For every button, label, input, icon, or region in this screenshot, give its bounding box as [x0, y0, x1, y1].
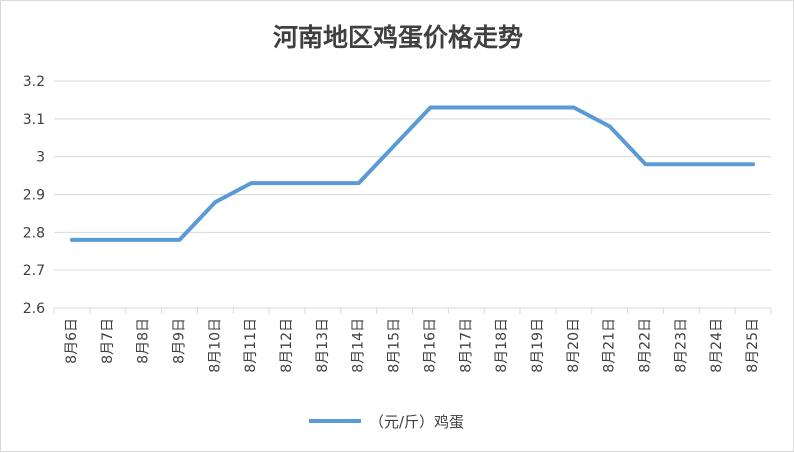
x-tick-label: 8月10日	[207, 318, 223, 373]
gridlines	[54, 80, 771, 309]
series-lines	[69, 105, 756, 242]
x-tick-label: 8月6日	[64, 318, 80, 364]
x-tick-label: 8月20日	[566, 318, 582, 373]
x-tick-label: 8月11日	[243, 318, 259, 373]
y-tick-label: 2.7	[23, 263, 45, 279]
x-tick-label: 8月12日	[279, 318, 295, 373]
x-axis: 8月6日 8月7日 8月8日 8月9日 8月10日 8月11日 8月12日 8月13日 8月14…	[53, 308, 772, 373]
x-tick-label: 8月8日	[136, 318, 152, 364]
chart-title: 河南地区鸡蛋价格走势	[273, 23, 523, 52]
y-tick-label: 2.8	[23, 225, 45, 241]
x-tick-label: 8月15日	[387, 318, 403, 373]
legend: （元/斤）鸡蛋	[309, 413, 464, 431]
legend-label: （元/斤）鸡蛋	[369, 413, 464, 431]
y-tick-label: 2.9	[23, 188, 45, 204]
series-line	[69, 105, 756, 242]
x-tick-label: 8月13日	[315, 318, 331, 373]
x-tick-label: 8月17日	[458, 318, 474, 373]
y-tick-label: 3.1	[23, 112, 45, 128]
x-tick-label: 8月23日	[673, 318, 689, 373]
y-tick-label: 3	[36, 150, 45, 166]
x-tick-label: 8月16日	[422, 318, 438, 373]
x-tick-label: 8月24日	[709, 318, 725, 373]
y-tick-label: 3.2	[23, 74, 45, 90]
x-tick-label: 8月9日	[171, 318, 187, 364]
x-tick-label: 8月7日	[100, 318, 116, 364]
y-tick-label: 2.6	[23, 301, 45, 317]
x-tick-label: 8月19日	[530, 318, 546, 373]
y-axis-tick-labels: 2.6 2.7 2.8 2.9 3 3.1 3.2	[23, 74, 45, 317]
x-tick-label: 8月25日	[745, 318, 761, 373]
x-tick-label: 8月22日	[638, 318, 654, 373]
x-tick-label: 8月21日	[602, 318, 618, 373]
x-tick-label: 8月18日	[494, 318, 510, 373]
x-tick-label: 8月14日	[351, 318, 367, 373]
